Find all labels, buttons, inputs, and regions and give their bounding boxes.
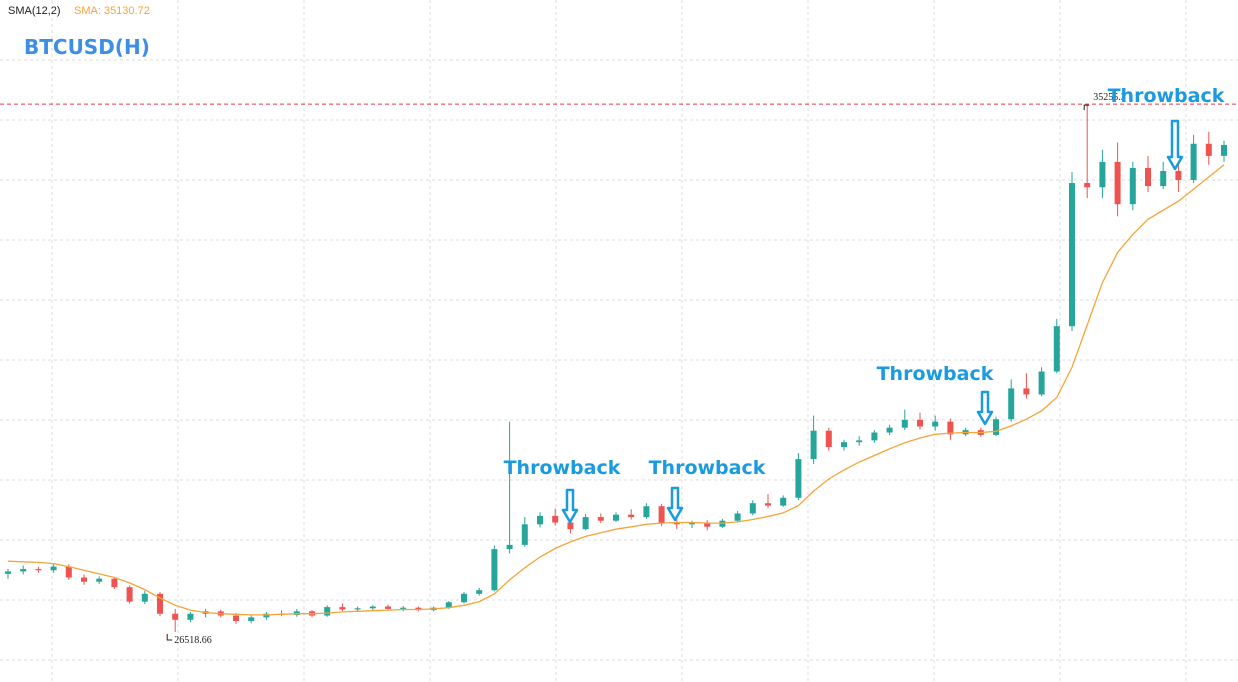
annotation: Throwback: [877, 363, 994, 385]
candle-body: [172, 613, 179, 620]
annotation: Throwback: [1108, 85, 1225, 107]
candle-body: [1129, 167, 1136, 205]
candle-body: [506, 544, 513, 550]
candle-body: [445, 602, 452, 608]
candle-body: [1084, 183, 1091, 188]
candle-body: [1053, 326, 1060, 372]
candle-body: [993, 419, 999, 435]
throwback-arrow: [976, 390, 994, 426]
candle-body: [689, 523, 695, 525]
candle-body: [263, 613, 270, 618]
candle-body: [597, 517, 604, 521]
indicator-name: SMA(12,2): [8, 5, 61, 17]
candle-body: [5, 571, 11, 574]
candle-body: [1069, 183, 1075, 327]
candle-body: [658, 506, 665, 524]
candle-body: [81, 577, 87, 582]
candle-body: [841, 442, 847, 448]
candle-body: [1145, 167, 1151, 187]
candle-body: [1190, 143, 1197, 181]
candle-body: [20, 569, 27, 572]
throwback-arrow: [666, 486, 684, 522]
candle-body: [248, 617, 255, 621]
candle-body: [461, 593, 467, 603]
throwback-arrow: [1166, 119, 1184, 171]
high-label: 35255.3: [1093, 92, 1126, 103]
indicator-value: SMA: 35130.72: [74, 5, 150, 17]
candle-body: [567, 522, 574, 530]
candle-body: [795, 459, 802, 498]
candle-body: [825, 430, 832, 448]
low-label: 26518.66: [174, 635, 212, 646]
candle-body: [96, 578, 103, 582]
candle-body: [65, 566, 72, 578]
candle-body: [780, 497, 787, 506]
candle-body: [1114, 161, 1121, 205]
candle-body: [187, 613, 194, 620]
candle-body: [521, 524, 528, 545]
candle-body: [1099, 161, 1106, 188]
candle-body: [628, 514, 635, 518]
candle-body: [704, 523, 711, 527]
candle-body: [157, 593, 163, 614]
candle-body: [400, 607, 407, 609]
candle-body: [917, 419, 923, 427]
candle-body: [1221, 144, 1227, 156]
candle-body: [1038, 371, 1045, 395]
annotation: Throwback: [649, 457, 766, 479]
chart-title: BTCUSD(H): [24, 35, 150, 59]
sma-line: [7, 164, 1225, 616]
candle-body: [1205, 143, 1212, 156]
candle-body: [233, 615, 239, 621]
candle-body: [141, 593, 148, 602]
candle-body: [886, 427, 893, 433]
candle-body: [50, 566, 57, 571]
candle-body: [385, 606, 391, 609]
candle-body: [552, 515, 559, 523]
candle-body: [673, 523, 680, 525]
annotation: Throwback: [504, 457, 621, 479]
throwback-arrow: [561, 488, 579, 524]
candle-body: [901, 419, 908, 428]
low-pointer: [166, 633, 173, 641]
candle-body: [491, 549, 498, 591]
candle-body: [324, 607, 331, 616]
candle-body: [765, 503, 771, 506]
candle-body: [111, 578, 118, 588]
candle-body: [35, 569, 42, 571]
candle-body: [369, 606, 376, 609]
candle-body: [856, 440, 863, 443]
candle-body: [537, 515, 543, 525]
candle-body: [643, 506, 650, 518]
candle-body: [476, 590, 483, 594]
candle-body: [354, 608, 361, 610]
candle-body: [749, 503, 756, 514]
candle-body: [734, 513, 741, 521]
candle-body: [1175, 170, 1182, 181]
candle-body: [1160, 170, 1167, 187]
candle-body: [932, 421, 939, 427]
candle-body: [1023, 388, 1030, 395]
high-pointer: [1083, 104, 1090, 111]
candle-body: [126, 587, 133, 602]
candle-body: [871, 432, 878, 441]
candle-body: [339, 607, 346, 610]
candle-body: [1008, 388, 1015, 420]
candle-body: [613, 514, 619, 521]
candle-body: [810, 430, 817, 460]
candle-body: [582, 517, 589, 530]
candle-body: [947, 421, 954, 435]
